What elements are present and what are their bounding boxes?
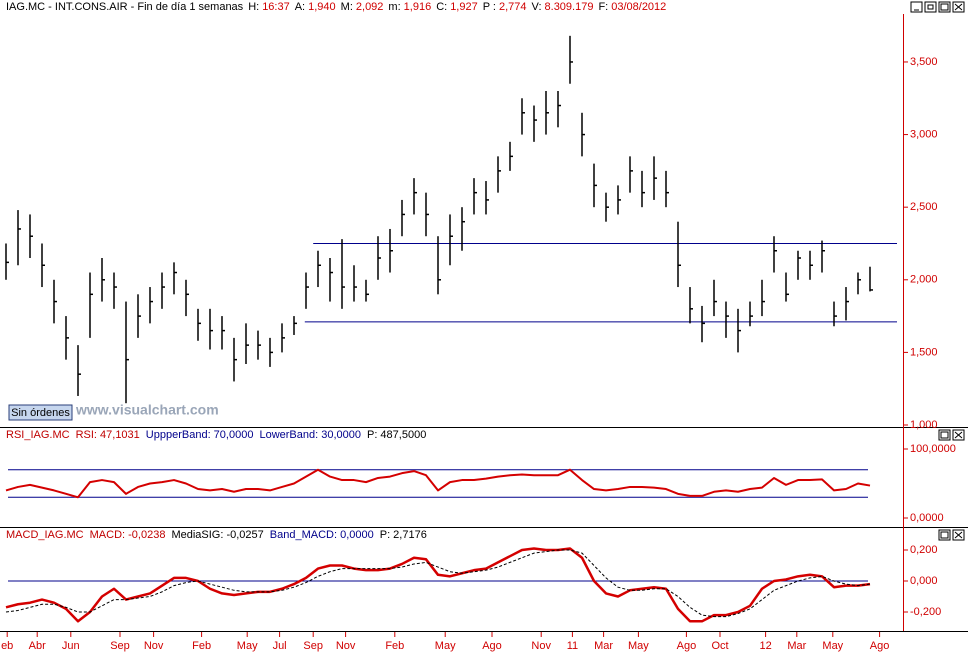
x-tick-label: Sep (110, 640, 130, 652)
close-icon (954, 531, 963, 539)
x-tick-label: Nov (336, 640, 356, 652)
x-tick-label: Abr (29, 640, 46, 652)
x-tick-label: Feb (385, 640, 404, 652)
x-tick-label: Jun (62, 640, 80, 652)
stat-label: C: (436, 1, 447, 13)
x-tick-label: Ago (870, 640, 890, 652)
y-tick-label: 100,0000 (910, 443, 956, 455)
header-item: P: 2,7176 (380, 529, 427, 541)
stat-label: P : (483, 1, 496, 13)
header-item: RSI: 47,1031 (76, 429, 140, 441)
y-tick-label: 0,0000 (910, 512, 944, 524)
orders-button-frame[interactable] (8, 404, 73, 421)
maximize-icon (940, 3, 949, 11)
x-tick-label: Oct (711, 640, 728, 652)
y-tick-label: 2,500 (910, 201, 938, 213)
header-item: LowerBand: 30,0000 (259, 429, 361, 441)
stat-value: 16:37 (262, 1, 290, 13)
window-buttons[interactable] (910, 1, 965, 541)
restore-icon (927, 4, 934, 10)
x-tick-label: Mar (594, 640, 613, 652)
panel-header: IAG.MC - INT.CONS.AIR - Fin de día 1 sem… (6, 1, 666, 13)
stat-value: 1,927 (450, 1, 478, 13)
x-tick-label: Sep (303, 640, 323, 652)
maximize-icon (940, 431, 949, 439)
stat-value: 2,774 (499, 1, 527, 13)
x-tick-label: eb (1, 640, 13, 652)
stat-value: 03/08/2012 (611, 1, 666, 13)
minimize-button[interactable] (910, 1, 923, 13)
stat-label: M: (341, 1, 353, 13)
x-tick-label: Feb (192, 640, 211, 652)
panel-header: MACD_IAG.MC MACD: -0,0238 MediaSIG: -0,025… (6, 529, 427, 541)
indicator-line (5, 547, 871, 623)
x-tick-label: May (237, 640, 258, 652)
stat-label: m: (388, 1, 400, 13)
stat-label: F: (598, 1, 608, 13)
stat-value: 1,940 (308, 1, 336, 13)
stat-label: A: (295, 1, 305, 13)
close-icon (954, 431, 963, 439)
x-tick-label: Ago (677, 640, 697, 652)
header-item: UppperBand: 70,0000 (146, 429, 254, 441)
stat-value: 2,092 (356, 1, 384, 13)
panel-frames (0, 427, 968, 632)
indicator-line (5, 468, 871, 499)
maximize-icon (940, 531, 949, 539)
y-tick-label: 0,000 (910, 575, 938, 587)
chart-title: IAG.MC - INT.CONS.AIR - Fin de día 1 sem… (6, 1, 244, 13)
y-tick-label: -0,200 (910, 606, 941, 618)
x-tick-label: May (822, 640, 843, 652)
y-tick-label: 3,500 (910, 56, 938, 68)
y-tick-label: 1,000 (910, 419, 938, 431)
indicator-line (5, 549, 871, 618)
header-item: MACD: -0,0238 (90, 529, 166, 541)
y-tick-label: 0,200 (910, 544, 938, 556)
close-icon (954, 3, 963, 11)
stat-value: 8.309.179 (545, 1, 594, 13)
header-item: Band_MACD: 0,0000 (270, 529, 374, 541)
y-tick-label: 3,000 (910, 128, 938, 140)
x-tick-label: Ago (482, 640, 502, 652)
y-tick-label: 2,000 (910, 274, 938, 286)
stat-value: 1,916 (404, 1, 432, 13)
header-item: MediaSIG: -0,0257 (171, 529, 263, 541)
header-item: MACD_IAG.MC (6, 529, 84, 541)
x-tick-label: Nov (531, 640, 551, 652)
watermark: www.visualchart.com (75, 402, 219, 418)
x-tick-label: 11 (567, 640, 578, 652)
x-tick-label: 12 (759, 640, 771, 652)
orders-button[interactable]: Sin órdenes (11, 407, 70, 419)
stat-label: H: (248, 1, 259, 13)
x-tick-label: Mar (787, 640, 806, 652)
panel-header: RSI_IAG.MC RSI: 47,1031 UppperBand: 70,000… (6, 429, 426, 441)
header-item: RSI_IAG.MC (6, 429, 70, 441)
x-tick-label: Nov (144, 640, 164, 652)
x-tick-label: May (628, 640, 649, 652)
header-item: P: 487,5000 (367, 429, 426, 441)
x-tick-label: Jul (273, 640, 287, 652)
stat-label: V: (532, 1, 542, 13)
x-tick-label: May (435, 640, 456, 652)
y-tick-label: 1,500 (910, 346, 938, 358)
